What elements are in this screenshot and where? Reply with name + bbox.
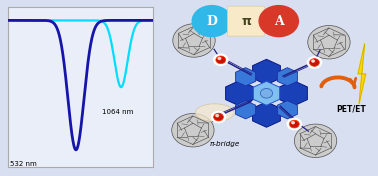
Circle shape [216,56,226,64]
Circle shape [218,57,221,59]
Polygon shape [358,44,366,104]
Text: 1064 nm: 1064 nm [102,109,133,115]
Circle shape [310,59,319,66]
Circle shape [172,114,214,147]
FancyBboxPatch shape [228,6,264,36]
Polygon shape [253,81,280,105]
Text: A: A [274,15,284,28]
Circle shape [307,57,322,68]
Circle shape [294,124,337,158]
Circle shape [308,26,350,59]
Circle shape [192,6,231,37]
Polygon shape [235,68,256,86]
Text: π-bridge: π-bridge [210,141,240,147]
Text: 532 nm: 532 nm [11,161,37,167]
Circle shape [214,54,228,65]
Ellipse shape [195,104,234,121]
Circle shape [216,115,218,117]
Circle shape [290,120,299,128]
Text: D: D [206,15,217,28]
Circle shape [287,118,302,130]
Polygon shape [253,102,280,127]
Circle shape [173,24,215,57]
Text: π: π [241,15,251,28]
Polygon shape [253,59,280,85]
Polygon shape [280,81,307,106]
Circle shape [292,122,294,124]
Polygon shape [235,101,256,119]
Circle shape [260,89,273,98]
Text: PET/ET: PET/ET [336,105,366,114]
Circle shape [259,6,298,37]
Polygon shape [277,68,297,86]
Polygon shape [226,81,253,106]
Circle shape [211,111,226,123]
Circle shape [214,113,223,121]
Circle shape [312,60,314,62]
Polygon shape [277,101,297,119]
